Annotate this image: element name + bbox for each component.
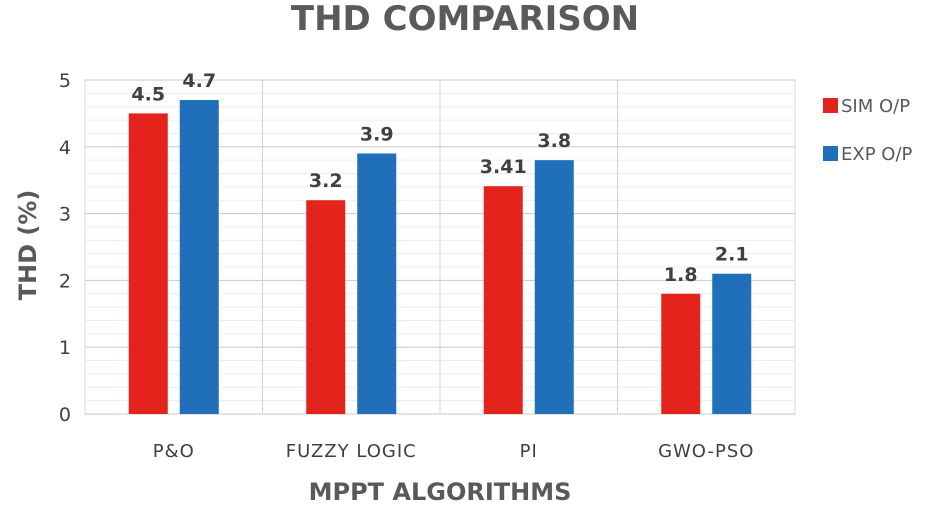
y-tick-label: 4	[59, 137, 71, 159]
bar	[483, 186, 523, 414]
x-tick-label: P&O	[153, 441, 195, 462]
bar	[357, 153, 397, 415]
data-label: 3.41	[480, 156, 527, 178]
legend-swatch	[823, 98, 838, 113]
y-tick-label: 2	[59, 270, 71, 292]
data-label: 3.8	[537, 130, 571, 152]
data-label: 4.7	[182, 70, 216, 92]
legend: SIM O/P EXP O/P	[823, 96, 913, 165]
data-label: 4.5	[131, 83, 165, 105]
x-tick-label: GWO-PSO	[658, 441, 754, 462]
bar	[712, 273, 752, 414]
y-tick-label: 0	[59, 404, 71, 426]
y-tick-label: 3	[59, 204, 71, 226]
plot-area: 0 1 2 3 4 5 P&O FUZZY LOGIC PI GWO-PSO 4.5 3.2 3.41 1…	[59, 70, 796, 462]
bar	[128, 113, 168, 415]
data-label: 3.2	[309, 170, 343, 192]
y-tick-label: 1	[59, 337, 71, 359]
bar	[306, 200, 346, 414]
bar	[534, 160, 574, 414]
legend-label: EXP O/P	[841, 144, 913, 165]
y-axis-title: THD (%)	[14, 190, 42, 301]
bar	[179, 100, 219, 414]
bar	[661, 293, 701, 414]
data-label: 3.9	[360, 123, 394, 145]
chart-title: THD COMPARISON	[291, 0, 639, 39]
x-axis-title: MPPT ALGORITHMS	[309, 478, 572, 506]
x-tick-label: FUZZY LOGIC	[286, 441, 417, 462]
data-label: 1.8	[664, 264, 698, 286]
legend-label: SIM O/P	[841, 96, 910, 117]
x-tick-label: PI	[520, 441, 538, 462]
y-tick-label: 5	[59, 70, 71, 92]
legend-swatch	[823, 146, 838, 161]
data-label: 2.1	[715, 244, 749, 266]
